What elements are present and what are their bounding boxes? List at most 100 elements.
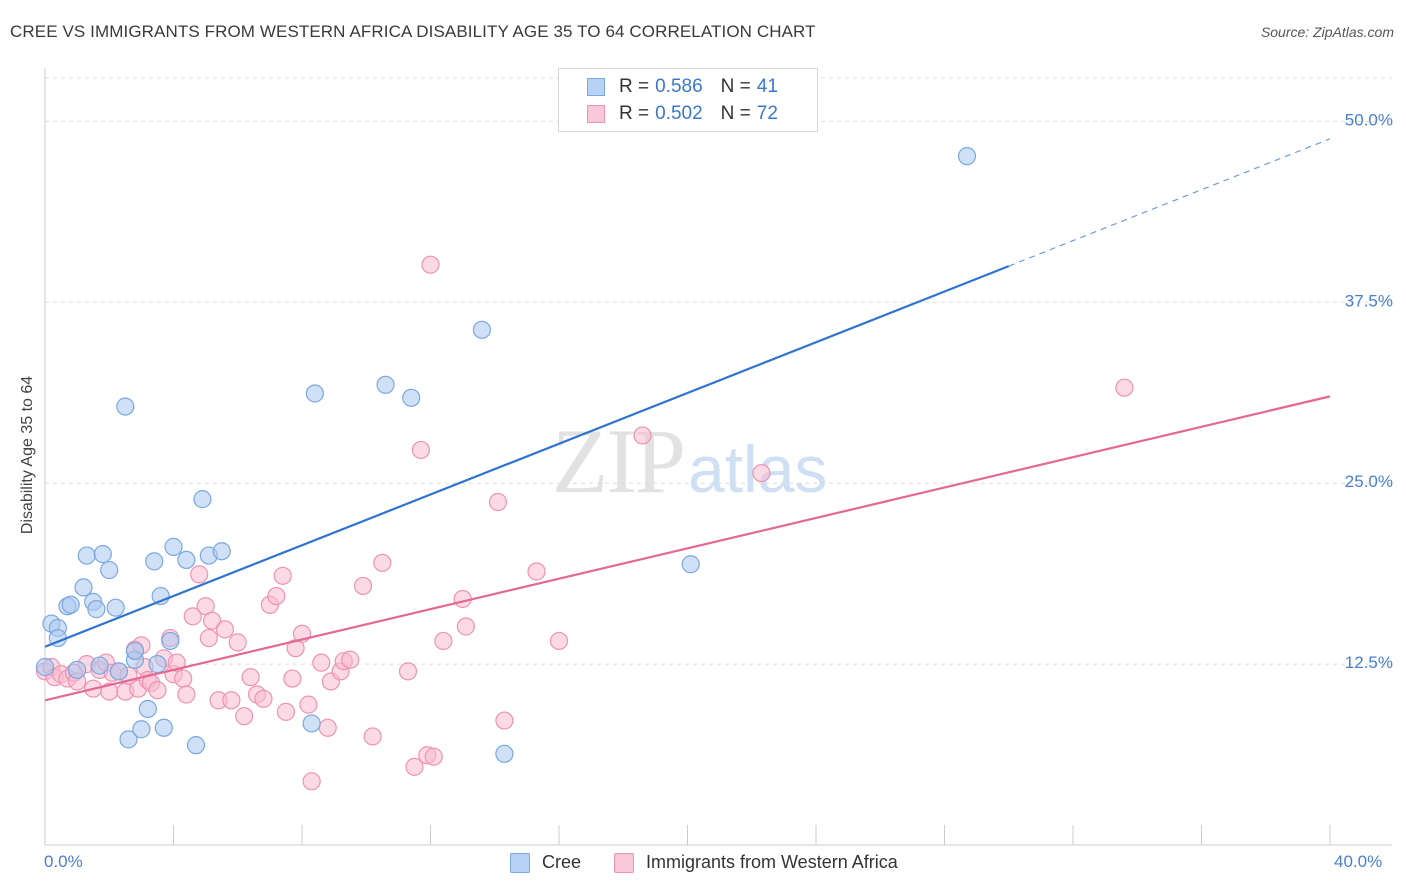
- y-tick-label: 37.5%: [1345, 291, 1393, 310]
- watermark: ZIPatlas: [552, 408, 827, 514]
- cree-trend-extension: [1008, 138, 1331, 267]
- legend-row-cree: R = 0.586 N = 41: [587, 75, 778, 99]
- immigrants-point: [341, 650, 360, 669]
- immigrants-point: [398, 662, 418, 681]
- cree-point: [77, 546, 96, 565]
- immigrants-point: [488, 492, 508, 512]
- immigrants-point: [190, 565, 209, 584]
- x-tick-label-max: 40.0%: [1334, 852, 1383, 871]
- cree-point: [138, 699, 157, 719]
- immigrants-point: [421, 255, 440, 274]
- series-legend: Cree Immigrants from Western Africa: [0, 852, 1406, 878]
- immigrants-point: [495, 711, 514, 730]
- cree-legend-swatch: [510, 852, 530, 873]
- immigrants-point: [549, 631, 569, 651]
- cree-point: [74, 578, 93, 597]
- y-tick-label: 50.0%: [1345, 110, 1393, 129]
- legend-row-immigrants: R = 0.502 N = 72: [587, 102, 778, 126]
- cree-point: [145, 552, 164, 571]
- correlation-legend: R = 0.586 N = 41 R = 0.502 N = 72: [558, 68, 818, 132]
- immigrants-trend-line: [44, 395, 1331, 702]
- immigrants-point: [434, 631, 453, 651]
- immigrants-point: [276, 702, 296, 721]
- cree-point: [100, 560, 119, 580]
- immigrants-point: [267, 586, 286, 606]
- cree-point: [132, 720, 151, 739]
- cree-swatch: [587, 78, 605, 96]
- immigrants-legend-label: Immigrants from Western Africa: [646, 852, 898, 872]
- cree-point: [119, 730, 138, 749]
- legend-n-label: N =: [720, 103, 751, 124]
- legend-r-value: 0.502: [655, 103, 703, 124]
- legend-n-value: 41: [756, 76, 778, 97]
- immigrants-point: [148, 681, 167, 700]
- legend-n-value: 72: [756, 103, 778, 124]
- immigrants-point: [215, 620, 234, 639]
- cree-point: [161, 631, 180, 651]
- immigrants-point: [235, 707, 254, 726]
- immigrants-point: [405, 757, 424, 776]
- cree-legend-label: Cree: [542, 852, 582, 872]
- legend-r-value: 0.586: [655, 76, 703, 97]
- immigrants-point: [167, 653, 186, 672]
- immigrants-point: [299, 695, 318, 714]
- immigrants-point: [752, 463, 771, 483]
- immigrants-point: [353, 576, 373, 596]
- chart-title: CREE VS IMMIGRANTS FROM WESTERN AFRICA D…: [10, 22, 816, 41]
- immigrants-point: [302, 772, 321, 791]
- cree-point: [402, 388, 421, 407]
- immigrants-point: [633, 426, 652, 445]
- immigrants-point: [373, 553, 392, 572]
- immigrants-point: [174, 669, 193, 688]
- cree-point: [212, 542, 231, 561]
- cree-point: [87, 600, 106, 619]
- y-axis-label: Disability Age 35 to 64: [19, 375, 36, 535]
- cree-point: [957, 147, 977, 166]
- cree-point: [116, 397, 135, 416]
- cree-trend-line: [44, 265, 1010, 648]
- legend-item-cree[interactable]: Cree: [510, 852, 581, 873]
- cree-point: [154, 718, 173, 737]
- legend-n-label: N =: [720, 76, 751, 97]
- immigrants-point: [177, 685, 196, 704]
- immigrants-point: [1115, 378, 1134, 397]
- x-tick-label-min: 0.0%: [44, 852, 83, 871]
- immigrants-point: [363, 727, 382, 746]
- source-credit: Source: ZipAtlas.com: [1260, 24, 1394, 40]
- cree-point: [177, 550, 196, 570]
- cree-point: [125, 641, 145, 661]
- immigrants-point: [202, 611, 222, 630]
- immigrants-legend-swatch: [614, 852, 634, 873]
- cree-point: [93, 545, 112, 564]
- cree-point: [186, 736, 206, 755]
- legend-item-immigrants[interactable]: Immigrants from Western Africa: [614, 852, 898, 873]
- watermark-zip: ZIP: [552, 410, 686, 512]
- immigrants-point: [228, 633, 247, 652]
- immigrants-point: [283, 669, 302, 688]
- immigrants-point: [241, 668, 260, 687]
- immigrants-point: [424, 747, 443, 766]
- cree-point: [164, 537, 183, 556]
- immigrants-point: [222, 691, 241, 710]
- cree-point: [302, 714, 321, 733]
- cree-point: [90, 656, 109, 675]
- immigrants-point: [312, 653, 331, 672]
- cree-point: [472, 320, 491, 339]
- cree-point: [495, 744, 514, 763]
- immigrants-point: [527, 562, 546, 581]
- cree-point: [305, 384, 324, 403]
- cree-point: [106, 598, 125, 617]
- immigrants-swatch: [587, 105, 605, 123]
- immigrants-point: [411, 440, 430, 460]
- cree-point: [35, 657, 55, 677]
- immigrants-point: [273, 566, 292, 585]
- immigrants-point: [318, 718, 337, 737]
- immigrants-point: [254, 689, 273, 708]
- immigrants-point: [456, 617, 475, 636]
- cree-point: [68, 660, 87, 679]
- y-tick-label: 25.0%: [1345, 472, 1393, 491]
- cree-point: [109, 662, 128, 681]
- legend-r-label: R =: [619, 76, 650, 97]
- cree-point: [61, 595, 80, 614]
